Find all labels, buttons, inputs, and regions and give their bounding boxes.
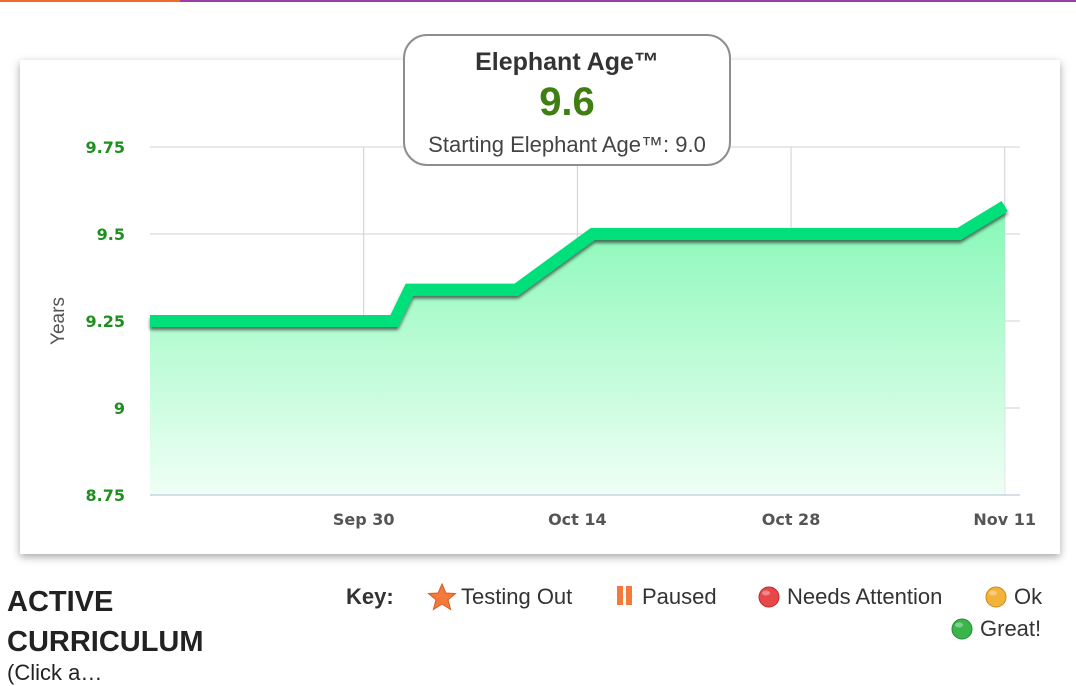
key-item-needs-attention: Needs Attention <box>757 582 942 612</box>
x-tick-label: Oct 14 <box>548 510 607 529</box>
key-item-label: Ok <box>1014 584 1042 610</box>
active-curriculum-heading: ACTIVE CURRICULUM <box>7 582 247 662</box>
key-item-label: Great! <box>980 616 1041 642</box>
key-item-label: Needs Attention <box>787 584 942 610</box>
elephant-age-summary: Elephant Age™ 9.6 Starting Elephant Age™… <box>403 34 731 166</box>
red-dot-icon <box>757 582 783 612</box>
star-icon <box>427 582 457 612</box>
y-tick-label: 9.5 <box>97 225 125 244</box>
x-tick-label: Nov 11 <box>973 510 1036 529</box>
key-item-ok: Ok <box>984 582 1042 612</box>
elephant-age-title: Elephant Age™ <box>405 48 729 77</box>
pause-icon <box>614 582 638 612</box>
y-tick-label: 9 <box>114 399 125 418</box>
top-border-accent <box>0 0 180 2</box>
yellow-dot-icon <box>984 582 1010 612</box>
y-tick-label: 8.75 <box>86 486 125 505</box>
y-tick-label: 9.25 <box>86 312 125 331</box>
starting-elephant-age: Starting Elephant Age™: 9.0 <box>405 132 729 158</box>
key-item-label: Paused <box>642 584 717 610</box>
key-item-label: Testing Out <box>461 584 572 610</box>
x-tick-label: Sep 30 <box>333 510 395 529</box>
green-dot-icon <box>950 614 976 644</box>
key-item-paused: Paused <box>614 582 717 612</box>
y-axis-label: Years <box>48 297 69 345</box>
elephant-age-value: 9.6 <box>405 80 729 125</box>
key-item-testing-out: Testing Out <box>427 582 572 612</box>
active-curriculum-subtitle: (Click a… <box>7 660 102 686</box>
x-tick-label: Oct 28 <box>762 510 821 529</box>
key-item-great: Great! <box>950 614 1041 644</box>
key-legend: Key: <box>346 582 394 612</box>
y-tick-label: 9.75 <box>86 138 125 157</box>
key-label: Key: <box>346 584 394 610</box>
